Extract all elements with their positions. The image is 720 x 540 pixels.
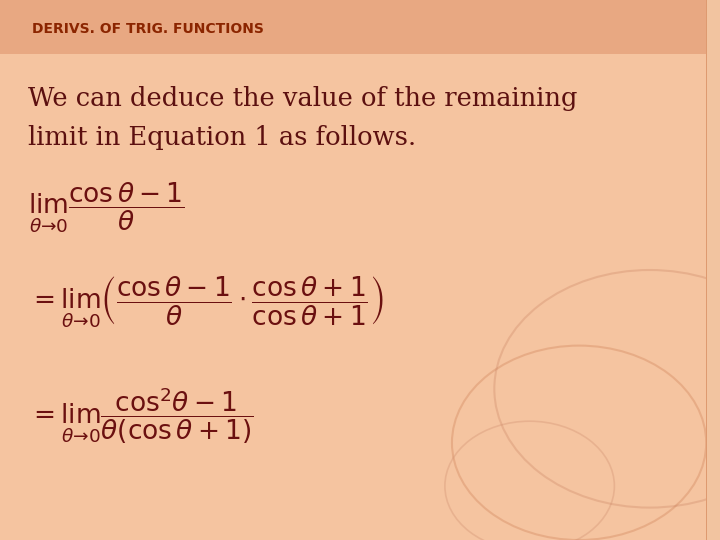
Text: $= \lim_{\theta \to 0} \dfrac{\cos^2\!\theta - 1}{\theta(\cos\theta + 1)}$: $= \lim_{\theta \to 0} \dfrac{\cos^2\!\t… xyxy=(28,386,253,446)
Text: DERIVS. OF TRIG. FUNCTIONS: DERIVS. OF TRIG. FUNCTIONS xyxy=(32,22,264,36)
Text: $\lim_{\theta \to 0} \dfrac{\cos\theta - 1}{\theta}$: $\lim_{\theta \to 0} \dfrac{\cos\theta -… xyxy=(28,180,184,235)
Text: We can deduce the value of the remaining: We can deduce the value of the remaining xyxy=(28,86,577,111)
Text: limit in Equation 1 as follows.: limit in Equation 1 as follows. xyxy=(28,125,416,150)
Text: $= \lim_{\theta \to 0} \left( \dfrac{\cos\theta - 1}{\theta} \cdot \dfrac{\cos\t: $= \lim_{\theta \to 0} \left( \dfrac{\co… xyxy=(28,275,384,330)
FancyBboxPatch shape xyxy=(0,0,706,54)
